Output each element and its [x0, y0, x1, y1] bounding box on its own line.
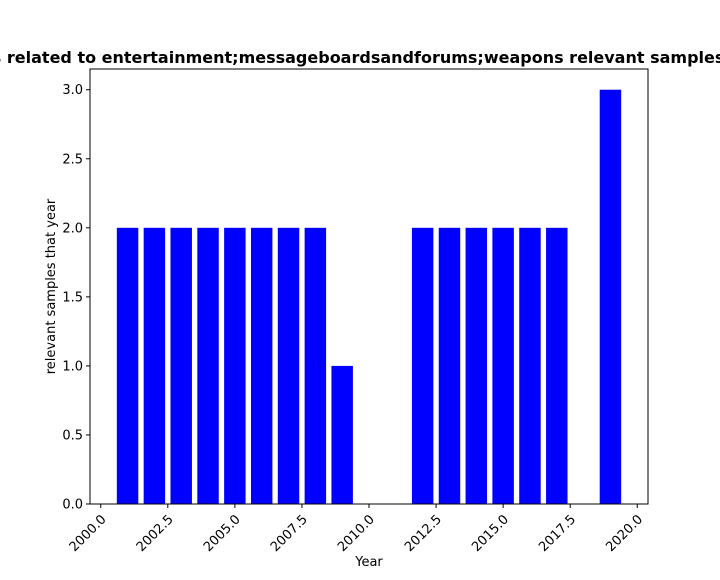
bar-2009: [331, 365, 353, 504]
bar-2015: [492, 227, 514, 504]
y-axis: 0.0 0.5 1.0 1.5 2.0 2.5 3.0: [62, 83, 90, 513]
x-tick-label: 2007.5: [268, 512, 311, 555]
y-tick-label: 3.0: [62, 83, 83, 98]
y-tick-label: 1.5: [62, 290, 83, 305]
bar-2014: [465, 227, 488, 504]
bar-2012: [411, 227, 434, 504]
bar-2001: [116, 227, 139, 504]
y-tick-label: 0.0: [62, 498, 83, 513]
bar-2005: [224, 227, 246, 504]
bar-2007: [277, 227, 300, 504]
y-axis-label: relevant samples that year: [44, 198, 59, 374]
y-tick-label: 0.5: [62, 428, 83, 443]
bar-2002: [143, 227, 166, 504]
bar-2004: [197, 227, 219, 504]
x-tick-label: 2015.0: [469, 512, 512, 555]
bar-2003: [170, 227, 192, 504]
chart-title: Samples related to entertainment;message…: [0, 48, 720, 67]
bar-2016: [519, 227, 541, 504]
y-tick-label: 1.0: [62, 359, 83, 374]
bar-2013: [438, 227, 461, 504]
bars-group: [116, 89, 622, 505]
bar-2006: [250, 227, 273, 504]
x-tick-label: 2020.0: [603, 512, 646, 555]
x-axis-label: Year: [354, 555, 383, 570]
x-axis: 2000.0 2002.5 2005.0 2007.5 2010.0 2012.5 2015…: [67, 504, 646, 555]
x-tick-label: 2010.0: [335, 512, 378, 555]
x-tick-label: 2005.0: [201, 512, 244, 555]
bar-2019: [599, 89, 622, 505]
y-tick-label: 2.5: [62, 152, 83, 167]
x-tick-label: 2012.5: [402, 512, 445, 555]
x-tick-label: 2017.5: [536, 512, 579, 555]
y-tick-label: 2.0: [62, 221, 83, 236]
bar-2017: [546, 227, 568, 504]
x-tick-label: 2002.5: [134, 512, 177, 555]
x-tick-label: 2000.0: [67, 512, 110, 555]
bar-2008: [304, 227, 327, 504]
